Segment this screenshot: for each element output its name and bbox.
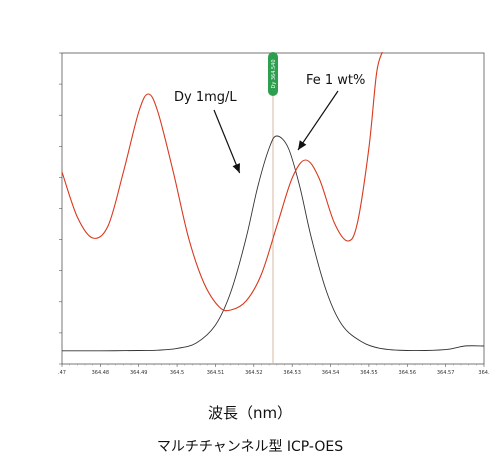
- x-tick-label: 364.57: [437, 370, 455, 376]
- annotation-arrow: [213, 109, 241, 174]
- annotation-label: Fe 1 wt%: [306, 73, 365, 88]
- annotation-arrowhead: [298, 140, 307, 150]
- x-tick-label: .47: [58, 370, 66, 376]
- x-tick-label: 364.51: [207, 370, 225, 376]
- x-axis-label: 波長（nm）: [207, 404, 293, 422]
- series-layer: [61, 51, 485, 352]
- x-tick-label: 364.52: [245, 370, 263, 376]
- x-tick-label: 364.54: [322, 370, 340, 376]
- dy-reference-marker: Dy 364.540: [268, 52, 278, 364]
- x-tick-label: 364.56: [399, 370, 417, 376]
- annotation-arrowhead: [232, 163, 240, 173]
- x-tick-label: 364.: [478, 370, 490, 376]
- y-axis-ticks: [59, 52, 62, 365]
- x-tick-label: 364.5: [170, 370, 184, 376]
- series-line: [61, 51, 383, 312]
- x-tick-label: 364.48: [92, 370, 110, 376]
- annotation-arrow: [297, 90, 339, 151]
- marker-label: Dy 364.540: [271, 59, 277, 88]
- annotation-label: Dy 1mg/L: [174, 90, 237, 105]
- marker-pill: [268, 52, 278, 96]
- annotation-layer: Dy 1mg/L Fe 1 wt%: [174, 73, 365, 174]
- x-tick-label: 364.55: [360, 370, 378, 376]
- x-axis-ticks: .47 364.48 364.49 364.5 364.51 364.52 364.53 36…: [58, 364, 490, 376]
- x-tick-label: 364.49: [130, 370, 148, 376]
- x-tick-label: 364.53: [283, 370, 301, 376]
- chart-subtitle: マルチチャンネル型 ICP-OES: [156, 439, 344, 455]
- series-line: [61, 135, 485, 352]
